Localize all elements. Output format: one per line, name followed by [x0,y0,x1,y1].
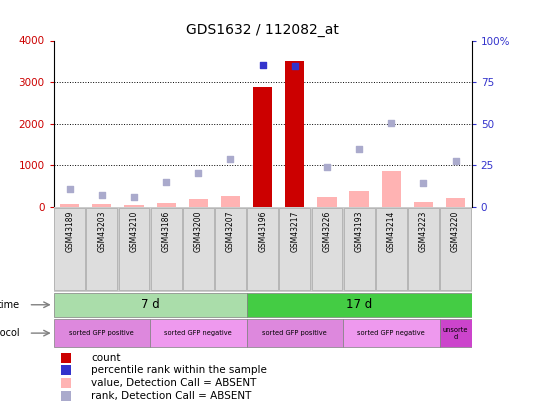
FancyBboxPatch shape [311,208,343,290]
FancyBboxPatch shape [440,208,471,290]
FancyBboxPatch shape [151,208,182,290]
FancyBboxPatch shape [247,208,278,290]
Text: GSM43189: GSM43189 [65,211,74,252]
Point [194,170,203,177]
Bar [440,320,472,347]
Text: percentile rank within the sample: percentile rank within the sample [91,365,267,375]
FancyBboxPatch shape [215,208,246,290]
Bar [382,171,401,207]
Bar [54,293,247,317]
Text: GSM43203: GSM43203 [98,211,106,252]
Text: GSM43226: GSM43226 [323,211,331,252]
FancyBboxPatch shape [118,208,150,290]
Point [419,180,428,187]
Bar [247,320,343,347]
Text: sorted GFP positive: sorted GFP positive [263,330,327,336]
Text: count: count [91,353,121,363]
Text: 17 d: 17 d [346,298,372,311]
Text: rank, Detection Call = ABSENT: rank, Detection Call = ABSENT [91,391,251,401]
Bar [60,205,79,207]
Text: sorted GFP negative: sorted GFP negative [358,330,425,336]
Point [62,380,70,386]
Point [291,63,299,70]
Text: GSM43193: GSM43193 [355,211,363,252]
Bar [221,196,240,207]
Bar [349,191,369,207]
Point [387,119,396,126]
Text: GSM43220: GSM43220 [451,211,460,252]
Text: GSM43200: GSM43200 [194,211,203,252]
FancyBboxPatch shape [86,208,117,290]
Text: 7 d: 7 d [141,298,159,311]
FancyBboxPatch shape [376,208,407,290]
Text: GSM43210: GSM43210 [130,211,138,252]
Text: unsorte
d: unsorte d [443,326,468,340]
FancyBboxPatch shape [408,208,439,290]
Text: GSM43196: GSM43196 [258,211,267,252]
Text: sorted GFP positive: sorted GFP positive [70,330,134,336]
Title: GDS1632 / 112082_at: GDS1632 / 112082_at [186,23,339,37]
Bar [92,204,111,207]
Bar [414,202,433,207]
Bar [124,205,144,207]
Text: sorted GFP negative: sorted GFP negative [165,330,232,336]
Point [65,186,74,192]
Text: protocol: protocol [0,328,20,338]
FancyBboxPatch shape [344,208,375,290]
Bar [343,320,440,347]
FancyBboxPatch shape [279,208,310,290]
Bar [54,320,150,347]
Point [258,62,267,69]
Point [130,194,138,200]
Bar [317,197,337,207]
FancyBboxPatch shape [183,208,214,290]
Bar [189,199,208,207]
Bar [157,203,176,207]
FancyBboxPatch shape [54,208,85,290]
Text: time: time [0,300,20,310]
Text: GSM43214: GSM43214 [387,211,396,252]
Point [451,158,460,164]
Point [323,164,331,170]
Text: GSM43186: GSM43186 [162,211,170,252]
Text: GSM43207: GSM43207 [226,211,235,252]
Bar [150,320,247,347]
Point [62,354,70,361]
Text: GSM43223: GSM43223 [419,211,428,252]
Point [98,192,106,198]
Bar [253,87,272,207]
Text: value, Detection Call = ABSENT: value, Detection Call = ABSENT [91,378,257,388]
Text: GSM43217: GSM43217 [291,211,299,252]
Point [162,179,170,186]
Bar [247,293,472,317]
Point [226,156,235,162]
Point [62,392,70,399]
Bar [285,61,304,207]
Point [355,146,363,153]
Bar [446,198,465,207]
Point [62,367,70,374]
